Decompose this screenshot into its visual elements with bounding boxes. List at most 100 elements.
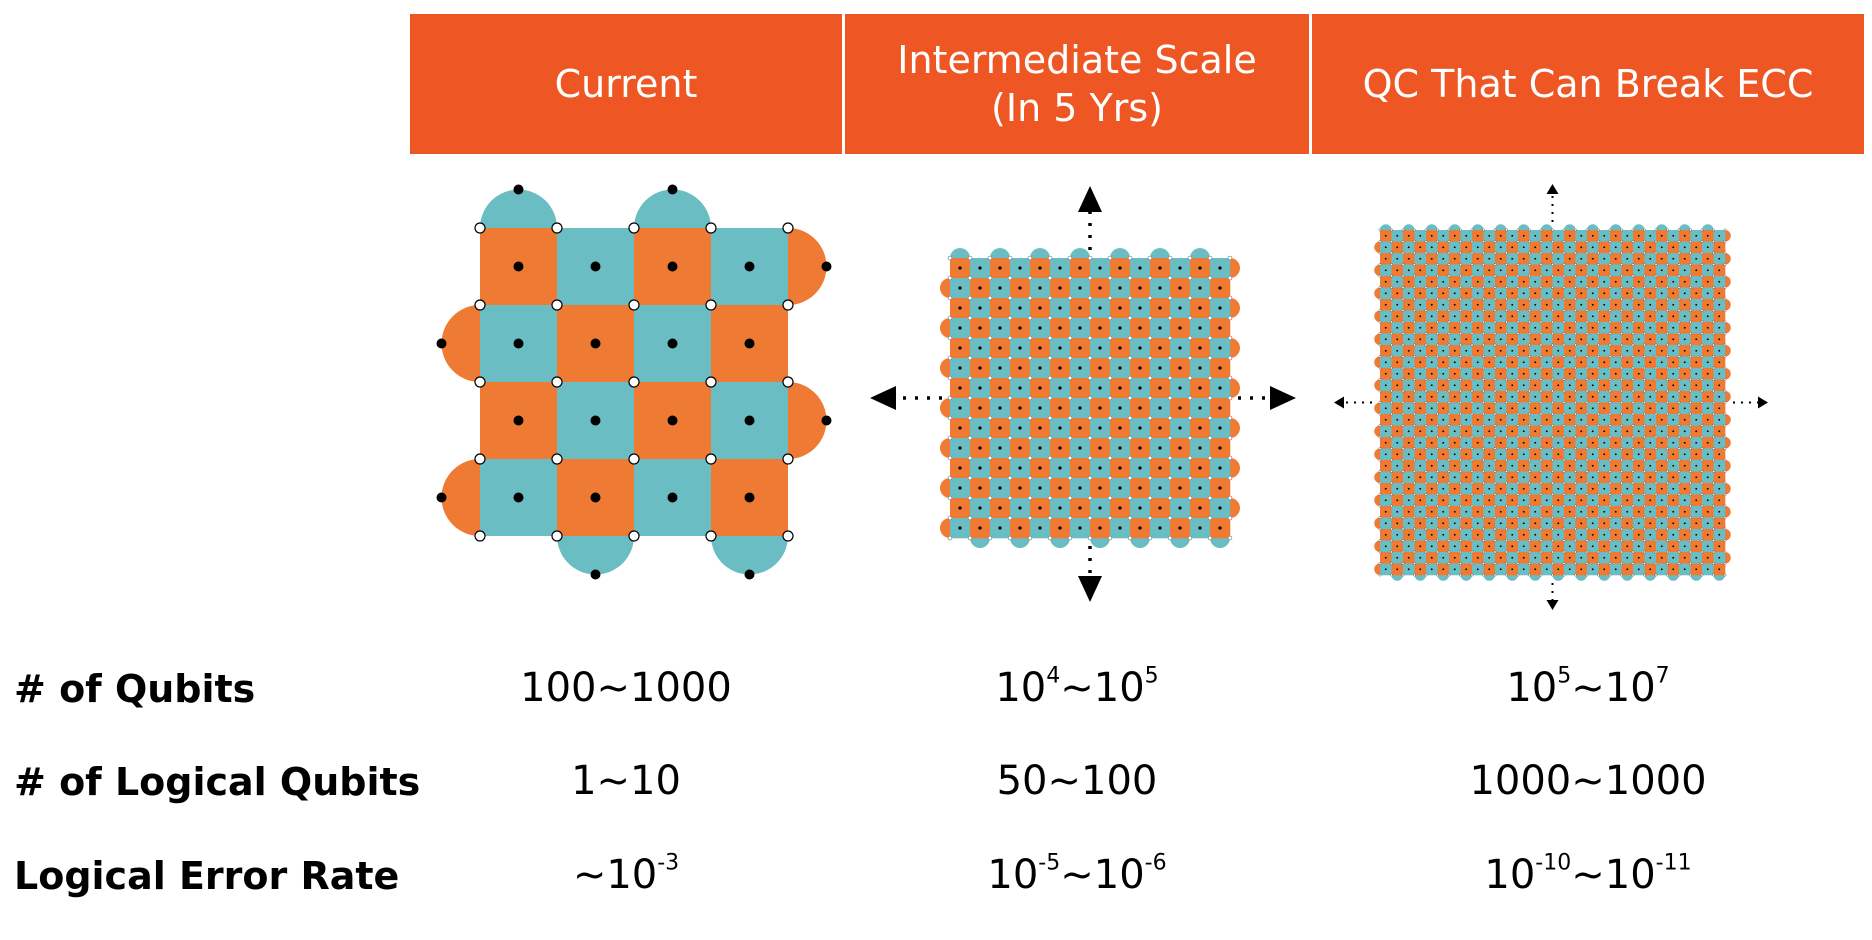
ancilla-qubit <box>1695 464 1698 467</box>
data-qubit <box>1620 573 1623 577</box>
data-qubit <box>1574 504 1577 508</box>
data-qubit <box>1447 458 1451 462</box>
ancilla-qubit <box>1453 418 1456 421</box>
ancilla-qubit <box>1557 407 1560 410</box>
data-qubit <box>1700 320 1704 324</box>
data-qubit <box>1378 297 1382 301</box>
boundary-stabilizer <box>1374 333 1380 345</box>
ancilla-qubit <box>1649 303 1652 306</box>
boundary-stabilizer <box>1472 224 1484 230</box>
ancilla-qubit <box>1603 338 1606 341</box>
ancilla-qubit <box>1683 303 1686 306</box>
data-qubit <box>1723 263 1727 266</box>
value-exponent: -11 <box>1655 850 1692 876</box>
ancilla-qubit <box>1407 315 1410 318</box>
ancilla-qubit <box>1660 522 1663 525</box>
ancilla-qubit <box>1218 306 1222 310</box>
ancilla-qubit <box>1557 280 1560 283</box>
ancilla-qubit <box>1384 418 1387 421</box>
ancilla-qubit <box>1476 303 1479 306</box>
ancilla-qubit <box>1465 510 1468 513</box>
ancilla-qubit <box>1672 257 1675 260</box>
ancilla-qubit <box>1018 406 1022 410</box>
ancilla-qubit <box>1430 280 1433 283</box>
data-qubit <box>1167 375 1173 381</box>
data-qubit <box>1562 504 1566 508</box>
ancilla-qubit <box>1499 257 1502 260</box>
data-qubit <box>1047 355 1053 361</box>
ancilla-qubit <box>978 466 982 470</box>
ancilla-qubit <box>1591 522 1594 525</box>
data-qubit <box>1401 228 1405 232</box>
data-qubit <box>1700 286 1704 289</box>
data-qubit <box>1585 573 1589 577</box>
data-qubit <box>1007 415 1013 421</box>
data-qubit <box>1528 240 1531 243</box>
data-qubit <box>1413 458 1416 462</box>
data-qubit <box>1482 550 1485 554</box>
ancilla-qubit <box>1718 303 1721 306</box>
ancilla-qubit <box>1637 384 1640 387</box>
data-qubit <box>1107 495 1113 501</box>
ancilla-qubit <box>1545 384 1548 387</box>
ancilla-qubit <box>1511 418 1514 421</box>
data-qubit <box>1654 228 1658 232</box>
ancilla-qubit <box>1078 306 1082 310</box>
ancilla-qubit <box>1499 556 1502 559</box>
data-qubit <box>1482 435 1485 439</box>
data-qubit <box>1505 263 1508 266</box>
ancilla-qubit <box>1706 292 1709 295</box>
boundary-stabilizer <box>634 189 711 228</box>
data-qubit <box>1700 424 1704 427</box>
ancilla-qubit <box>1545 418 1548 421</box>
data-qubit <box>1723 412 1727 416</box>
ancilla-qubit <box>1568 315 1571 318</box>
ancilla-qubit <box>1695 361 1698 364</box>
data-qubit <box>1087 295 1093 301</box>
ancilla-qubit <box>1396 361 1399 364</box>
data-qubit <box>1585 309 1589 312</box>
data-qubit <box>1539 527 1543 531</box>
data-qubit <box>1585 240 1589 243</box>
ancilla-qubit <box>1198 526 1202 530</box>
data-qubit <box>1574 355 1577 358</box>
data-qubit <box>1424 401 1428 404</box>
ancilla-qubit <box>1078 486 1082 490</box>
data-qubit <box>1401 539 1405 542</box>
data-qubit <box>1723 481 1727 485</box>
ancilla-qubit <box>1614 280 1617 283</box>
ancilla-qubit <box>1442 349 1445 352</box>
ancilla-qubit <box>1557 545 1560 548</box>
ancilla-qubit <box>1407 269 1410 272</box>
ancilla-qubit <box>1672 338 1675 341</box>
ancilla-qubit <box>1568 269 1571 272</box>
data-qubit <box>1436 504 1439 508</box>
data-qubit <box>1436 366 1439 370</box>
data-qubit <box>1620 516 1623 519</box>
data-qubit <box>1689 481 1692 485</box>
ancilla-qubit <box>1138 526 1142 530</box>
data-qubit <box>1493 320 1497 324</box>
ancilla-qubit <box>1465 349 1468 352</box>
ancilla-qubit <box>1078 266 1082 270</box>
data-qubit <box>1436 527 1439 531</box>
data-qubit <box>1470 539 1474 542</box>
ancilla-qubit <box>1603 487 1606 490</box>
data-qubit <box>1413 228 1416 232</box>
boundary-stabilizer <box>1030 248 1050 258</box>
ancilla-qubit <box>998 346 1002 350</box>
ancilla-qubit <box>1058 466 1062 470</box>
data-qubit <box>1539 263 1543 266</box>
ancilla-qubit <box>1695 257 1698 260</box>
ancilla-qubit <box>1430 418 1433 421</box>
data-qubit <box>1551 228 1554 232</box>
data-qubit <box>1539 539 1543 542</box>
data-qubit <box>1562 366 1566 370</box>
data-qubit <box>1007 495 1013 501</box>
data-qubit <box>1505 458 1508 462</box>
data-qubit <box>1539 412 1543 416</box>
boundary-stabilizer <box>1621 575 1633 581</box>
ancilla-qubit <box>1138 346 1142 350</box>
data-qubit <box>1401 320 1405 324</box>
data-qubit <box>1643 309 1646 312</box>
